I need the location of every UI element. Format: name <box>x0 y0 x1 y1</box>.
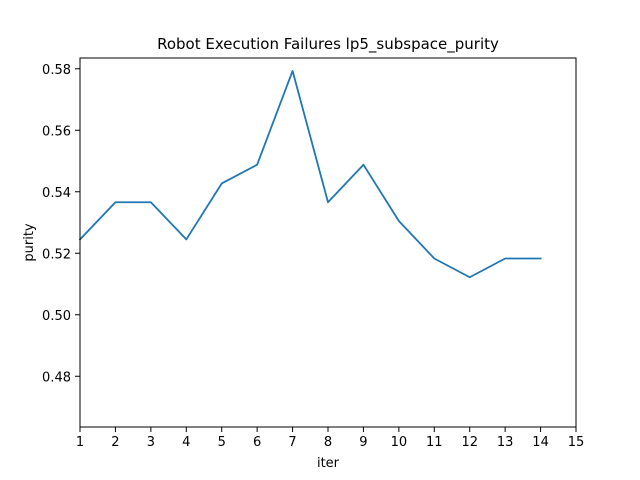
x-tick-label: 7 <box>288 435 296 450</box>
x-tick-label: 14 <box>532 435 549 450</box>
y-tick-label: 0.50 <box>42 309 71 324</box>
plot-layer: 1 2 3 4 5 6 7 8 9 10 11 12 13 14 150.480.500.520.540.5… <box>42 63 584 450</box>
y-tick-label: 0.52 <box>42 247 71 262</box>
x-tick-label: 5 <box>218 435 226 450</box>
x-tick-label: 1 <box>76 435 84 450</box>
x-tick-label: 8 <box>324 435 332 450</box>
series-line-0 <box>78 70 542 279</box>
y-tick-label: 0.48 <box>42 370 71 385</box>
x-tick-label: 15 <box>568 435 585 450</box>
x-tick-label: 10 <box>391 435 408 450</box>
y-tick-label: 0.56 <box>42 124 71 139</box>
y-tick-label: 0.58 <box>42 63 71 78</box>
x-tick-label: 9 <box>359 435 367 450</box>
chart-title: Robot Execution Failures lp5_subspace_pu… <box>157 35 499 54</box>
x-tick-label: 4 <box>182 435 190 450</box>
x-tick-label: 3 <box>147 435 155 450</box>
plot-area-frame <box>79 57 577 428</box>
x-tick-label: 13 <box>497 435 514 450</box>
y-tick-label: 0.54 <box>42 186 71 201</box>
x-tick-label: 11 <box>426 435 443 450</box>
x-tick-label: 2 <box>111 435 119 450</box>
x-tick-label: 6 <box>253 435 261 450</box>
x-tick-label: 12 <box>461 435 478 450</box>
x-axis-label: iter <box>317 456 340 471</box>
y-axis-label: purity <box>22 223 37 262</box>
